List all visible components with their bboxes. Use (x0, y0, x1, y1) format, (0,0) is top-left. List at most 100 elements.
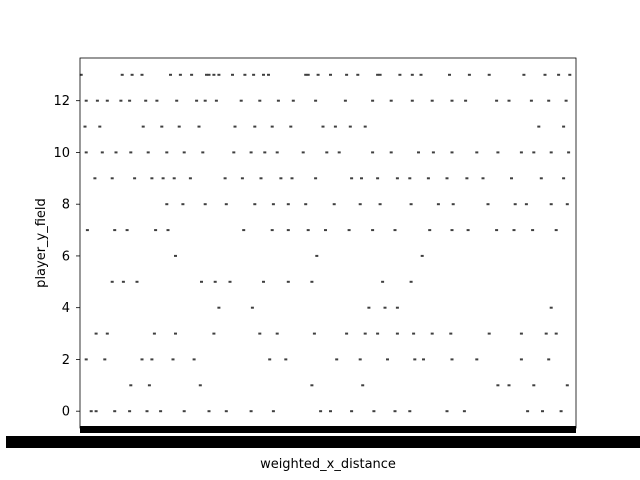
data-point (395, 177, 399, 180)
data-point (284, 358, 288, 361)
data-point (466, 229, 470, 232)
data-point (169, 73, 172, 76)
data-point (249, 410, 253, 413)
data-point (496, 384, 500, 387)
data-point (532, 151, 536, 154)
data-point (259, 177, 263, 180)
data-point (84, 99, 88, 102)
data-point (410, 73, 414, 76)
data-point (531, 229, 535, 232)
data-point (393, 410, 397, 413)
data-point (565, 203, 569, 206)
data-point (182, 151, 186, 154)
data-point (155, 99, 159, 102)
data-point (114, 151, 118, 154)
data-point (213, 280, 217, 283)
data-point (554, 229, 558, 232)
data-point (178, 73, 182, 76)
data-point (171, 358, 175, 361)
data-point (329, 73, 332, 76)
data-point (428, 229, 432, 232)
data-point (419, 73, 423, 76)
data-point (350, 177, 354, 180)
data-point (129, 384, 133, 387)
data-point (496, 151, 500, 154)
data-point (275, 332, 279, 335)
data-point (275, 151, 279, 154)
data-point (507, 384, 511, 387)
data-point (161, 177, 165, 180)
data-point (79, 73, 83, 76)
data-point (93, 177, 97, 180)
data-point (312, 332, 316, 335)
data-point (175, 99, 179, 102)
data-point (306, 229, 310, 232)
data-point (450, 358, 454, 361)
data-point (263, 151, 267, 154)
data-point (408, 410, 412, 413)
data-point (358, 358, 362, 361)
data-point (276, 99, 280, 102)
data-point (559, 410, 563, 413)
data-point (217, 73, 221, 76)
data-point (445, 177, 449, 180)
y-tick-label: 12 (53, 94, 70, 109)
data-point (270, 125, 274, 128)
data-point (345, 332, 349, 335)
data-point (544, 332, 548, 335)
data-point (152, 332, 156, 335)
data-point (110, 177, 114, 180)
data-point (174, 254, 177, 257)
data-point (140, 358, 144, 361)
y-tick-label: 2 (62, 353, 70, 368)
data-point (568, 73, 572, 76)
data-point (239, 99, 243, 102)
data-point (217, 306, 221, 309)
data-point (410, 99, 414, 102)
data-point (495, 99, 499, 102)
y-axis-label: player_y_field (34, 198, 49, 288)
data-point (128, 410, 132, 413)
data-point (145, 410, 149, 413)
data-point (360, 177, 363, 180)
data-point (422, 358, 425, 361)
data-point (549, 306, 553, 309)
data-point (436, 203, 440, 206)
data-point (147, 384, 151, 387)
data-point (367, 306, 371, 309)
data-point (146, 151, 150, 154)
data-point (376, 177, 380, 180)
data-point (363, 125, 367, 128)
data-point (549, 203, 553, 206)
data-point (140, 73, 144, 76)
data-point (522, 73, 526, 76)
data-point (113, 410, 117, 413)
data-point (253, 125, 257, 128)
data-point (154, 229, 158, 232)
data-point (314, 177, 318, 180)
data-point (249, 151, 253, 154)
data-point (450, 99, 454, 102)
data-point (430, 99, 434, 102)
data-point (166, 229, 170, 232)
data-point (233, 125, 237, 128)
data-point (262, 280, 265, 283)
data-point (358, 203, 362, 206)
data-point (537, 125, 541, 128)
x-tick-band (80, 426, 576, 433)
data-point (562, 125, 566, 128)
data-point (486, 203, 490, 206)
data-point (200, 280, 203, 283)
x-axis-label: weighted_x_distance (260, 457, 396, 472)
data-point (345, 73, 349, 76)
data-point (324, 229, 327, 232)
data-point (224, 203, 228, 206)
data-point (512, 229, 516, 232)
data-point (417, 151, 420, 154)
data-point (507, 99, 511, 102)
data-point (110, 280, 114, 283)
data-point (304, 73, 308, 76)
data-point (286, 280, 290, 283)
data-point (94, 410, 98, 413)
data-point (350, 410, 354, 413)
